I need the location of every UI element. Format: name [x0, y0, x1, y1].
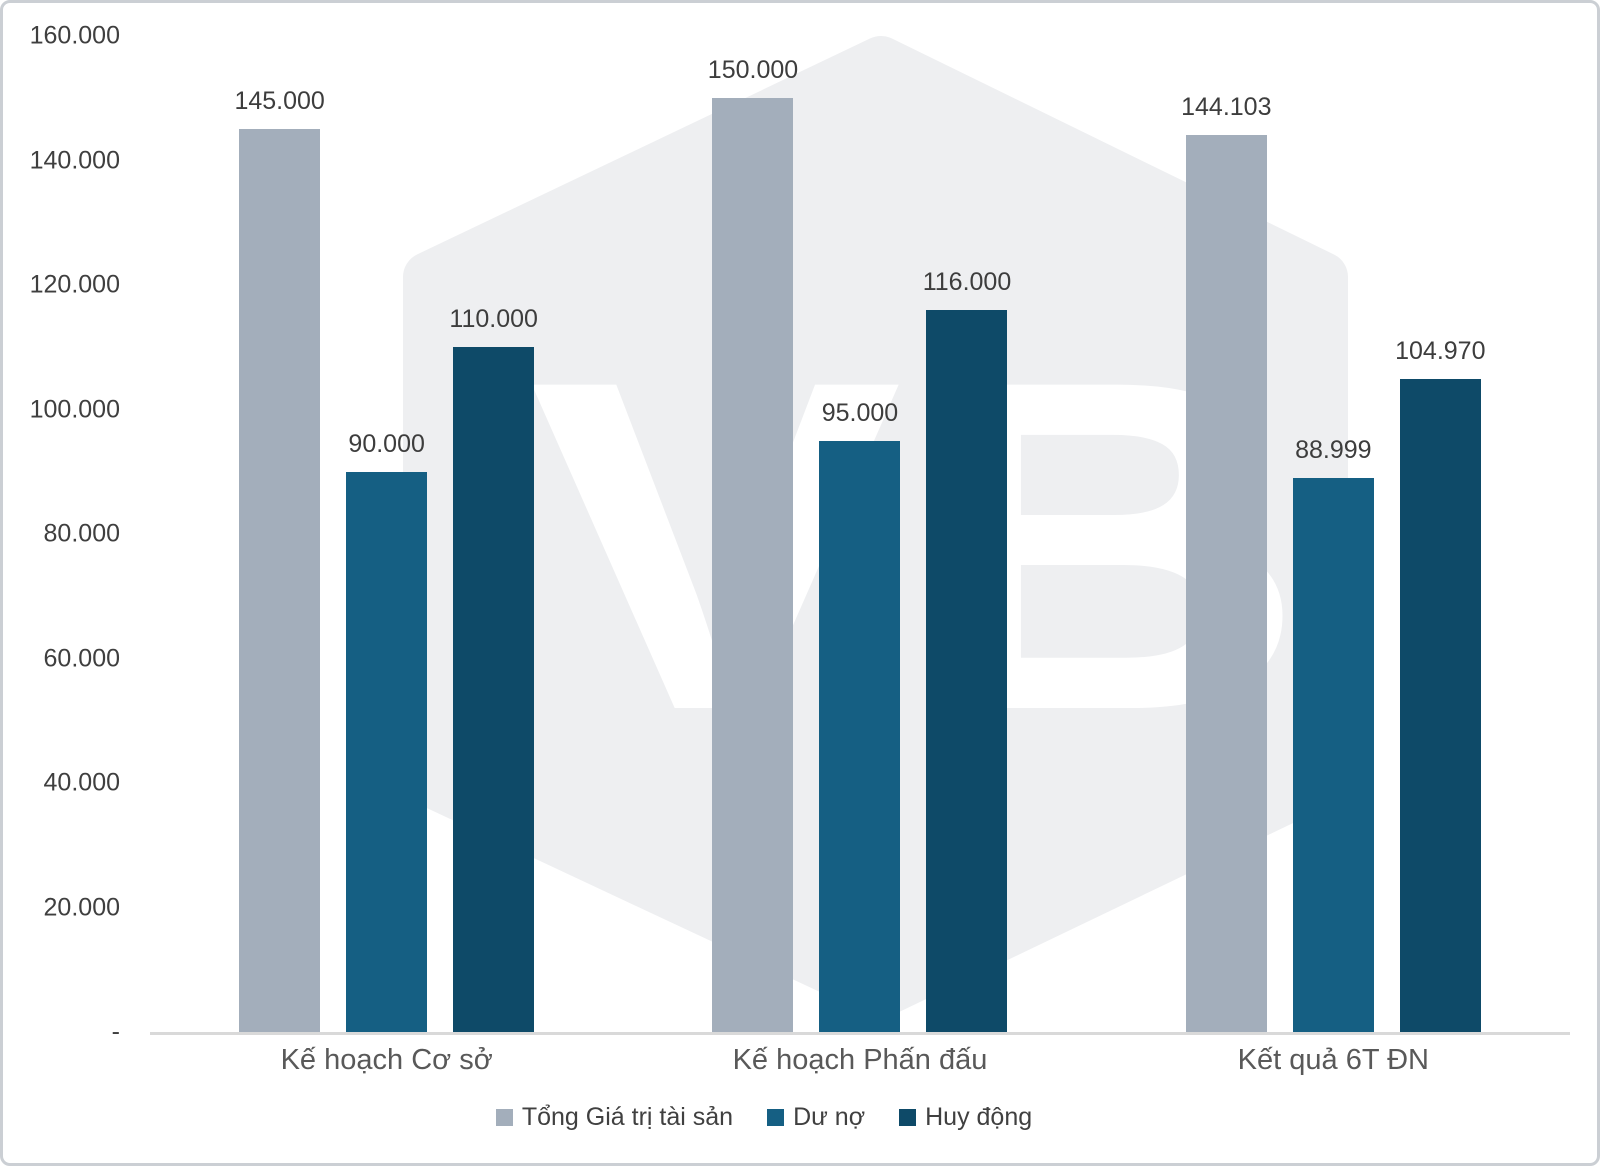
- bar-value-label: 145.000: [234, 87, 325, 116]
- bar: 104.970: [1395, 337, 1486, 1032]
- category-label: Kế hoạch Phấn đấu: [732, 1044, 988, 1076]
- bar-value-label: 104.970: [1395, 336, 1486, 365]
- legend-item: Tổng Giá trị tài sản: [495, 1103, 734, 1132]
- legend-swatch: [899, 1109, 917, 1126]
- legend-label: Huy động: [925, 1103, 1033, 1131]
- bar-value-label: 110.000: [449, 305, 538, 334]
- bar: 150.000: [708, 56, 798, 1032]
- y-tick-label: 40.000: [43, 768, 120, 797]
- bar-value-label: 116.000: [922, 267, 1012, 296]
- legend-swatch: [767, 1109, 785, 1126]
- bar: 116.000: [923, 268, 1011, 1032]
- legend-label: Tổng Giá trị tài sản: [521, 1103, 734, 1131]
- x-axis-labels: Kế hoạch Cơ sở Kế hoạch Phấn đấu Kết quả 6…: [150, 1044, 1570, 1077]
- y-tick-label: 80.000: [43, 519, 120, 548]
- y-axis: 160.000 140.000 120.000 100.000 80.000 60.000…: [25, 3, 120, 1163]
- bar: 145.000: [234, 87, 325, 1032]
- bar: 90.000: [346, 430, 428, 1032]
- bar-value-label: 90.000: [348, 429, 425, 458]
- y-tick-label: 60.000: [43, 644, 120, 672]
- bar-group: 144.103 88.999 104.970: [1097, 36, 1570, 1032]
- y-tick-label: -: [111, 1017, 120, 1046]
- y-tick-label: 140.000: [29, 146, 120, 174]
- legend-item: Huy động: [899, 1103, 1032, 1132]
- legend-swatch: [495, 1109, 513, 1126]
- category-label: Kế hoạch Cơ sở: [280, 1044, 493, 1076]
- bar-value-label: 95.000: [821, 398, 899, 427]
- x-axis-line: [150, 1032, 1570, 1035]
- bar-value-label: 88.999: [1295, 435, 1372, 464]
- bar: 110.000: [449, 305, 538, 1032]
- bar-value-label: 150.000: [707, 56, 799, 85]
- y-tick-label: 120.000: [29, 270, 120, 299]
- legend-item: Dư nợ: [767, 1103, 865, 1132]
- bar-group: 145.000 90.000 110.000: [150, 36, 623, 1032]
- category-label: Kết quả 6T ĐN: [1237, 1044, 1429, 1076]
- plot-area: 145.000 90.000 110.000 150.000 95.000 116.000…: [150, 36, 1570, 1032]
- bar: 95.000: [819, 399, 901, 1032]
- legend-label: Dư nợ: [793, 1103, 866, 1131]
- bar-value-label: 144.103: [1181, 92, 1272, 121]
- bar-group: 150.000 95.000 116.000: [623, 36, 1096, 1032]
- y-tick-label: 160.000: [29, 21, 120, 50]
- legend: Tổng Giá trị tài sản Dư nợ Huy động: [3, 1103, 1561, 1132]
- bar: 144.103: [1181, 93, 1272, 1032]
- y-tick-label: 20.000: [43, 893, 120, 921]
- y-tick-label: 100.000: [29, 395, 120, 423]
- bar: 88.999: [1292, 436, 1374, 1032]
